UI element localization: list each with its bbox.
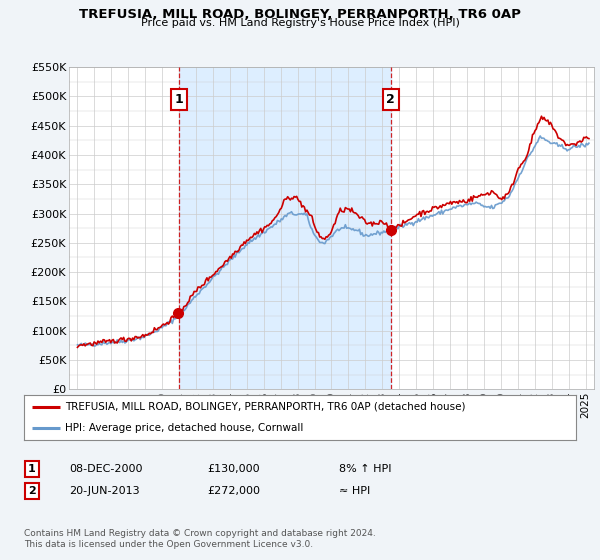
Text: ≈ HPI: ≈ HPI bbox=[339, 486, 370, 496]
Text: 1: 1 bbox=[175, 93, 184, 106]
Text: 8% ↑ HPI: 8% ↑ HPI bbox=[339, 464, 391, 474]
Text: This data is licensed under the Open Government Licence v3.0.: This data is licensed under the Open Gov… bbox=[24, 540, 313, 549]
Text: TREFUSIA, MILL ROAD, BOLINGEY, PERRANPORTH, TR6 0AP: TREFUSIA, MILL ROAD, BOLINGEY, PERRANPOR… bbox=[79, 8, 521, 21]
Bar bbox=[179, 67, 391, 389]
Text: £130,000: £130,000 bbox=[207, 464, 260, 474]
Text: 2: 2 bbox=[386, 93, 395, 106]
Text: 20-JUN-2013: 20-JUN-2013 bbox=[69, 486, 140, 496]
Text: TREFUSIA, MILL ROAD, BOLINGEY, PERRANPORTH, TR6 0AP (detached house): TREFUSIA, MILL ROAD, BOLINGEY, PERRANPOR… bbox=[65, 402, 466, 412]
Text: Price paid vs. HM Land Registry's House Price Index (HPI): Price paid vs. HM Land Registry's House … bbox=[140, 18, 460, 29]
Text: £272,000: £272,000 bbox=[207, 486, 260, 496]
Text: 08-DEC-2000: 08-DEC-2000 bbox=[69, 464, 143, 474]
Text: 1: 1 bbox=[28, 464, 35, 474]
Text: Contains HM Land Registry data © Crown copyright and database right 2024.: Contains HM Land Registry data © Crown c… bbox=[24, 529, 376, 538]
Text: 2: 2 bbox=[28, 486, 35, 496]
Text: HPI: Average price, detached house, Cornwall: HPI: Average price, detached house, Corn… bbox=[65, 423, 304, 433]
